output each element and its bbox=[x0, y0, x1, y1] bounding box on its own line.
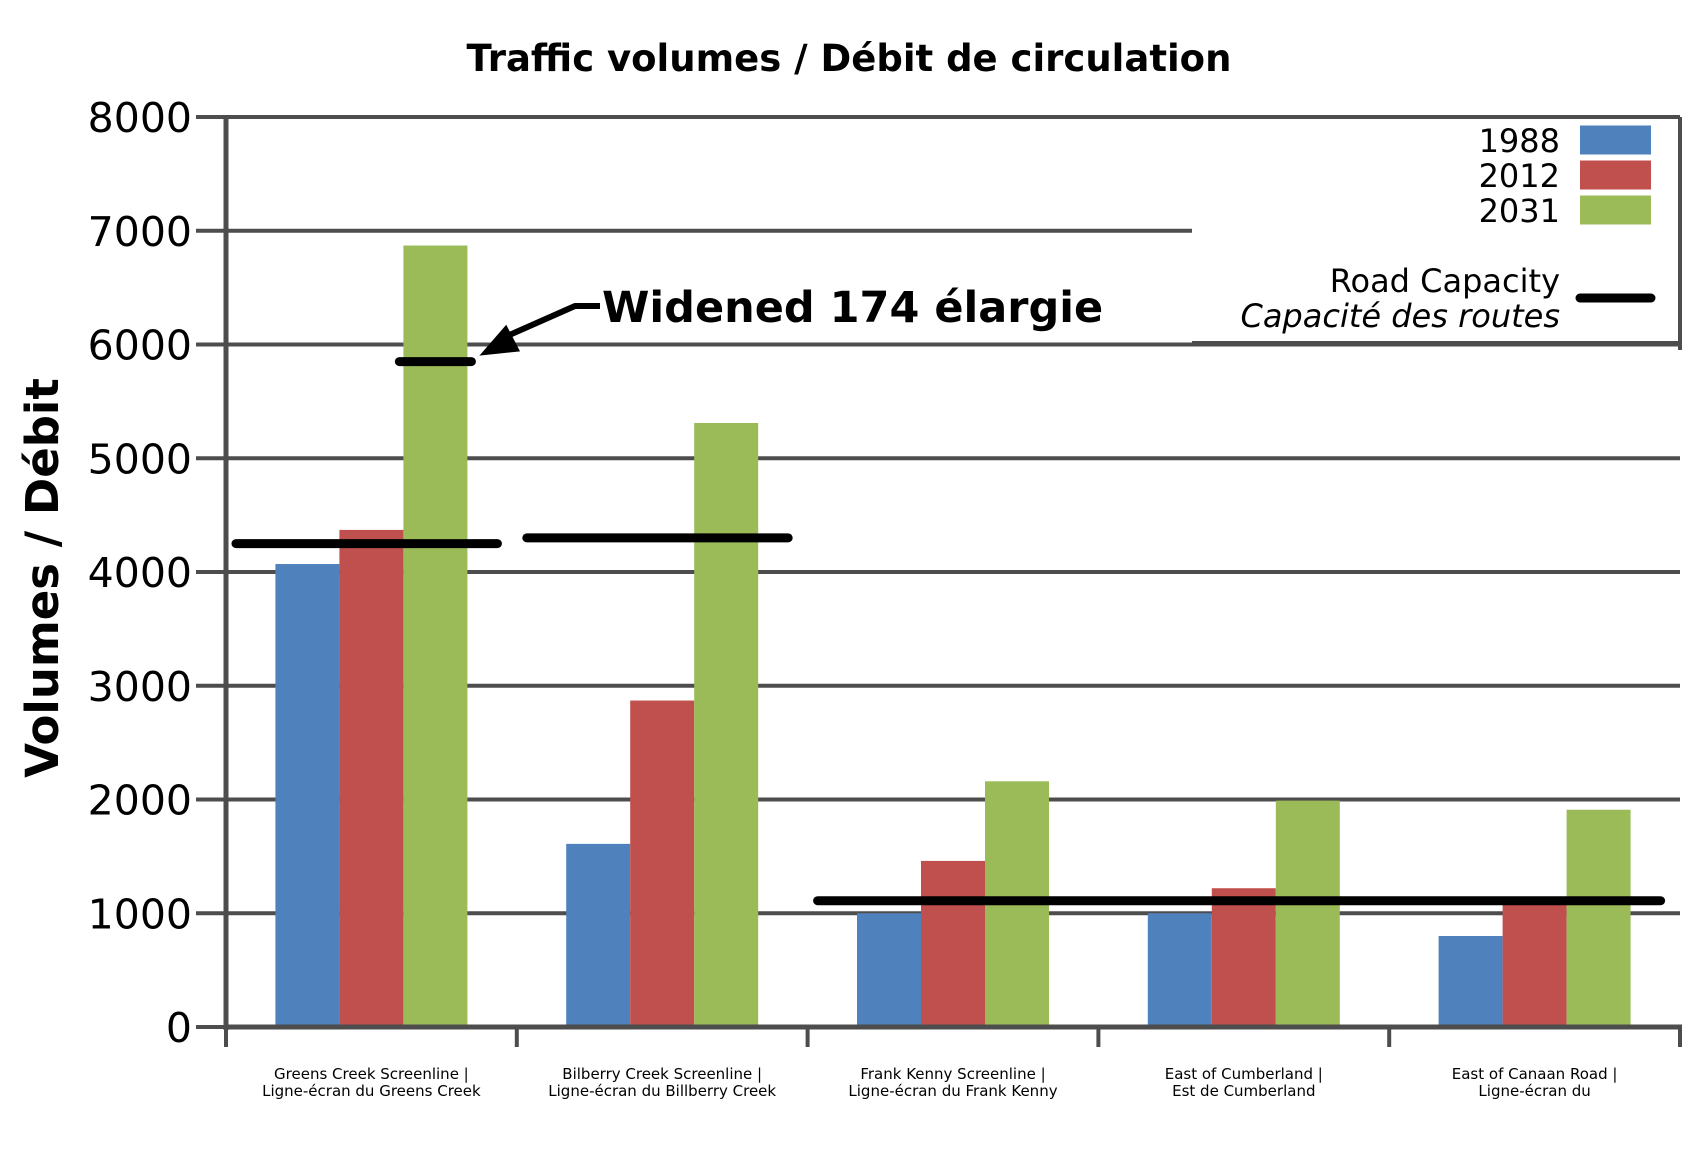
bar-1988-4 bbox=[1438, 936, 1503, 1027]
y-tick-label: 1000 bbox=[88, 890, 192, 938]
category-label: Frank Kenny Screenline | bbox=[860, 1065, 1045, 1083]
y-tick-label: 5000 bbox=[88, 435, 192, 483]
legend-swatch-2031 bbox=[1580, 195, 1651, 225]
legend-label-road-capacity: Road Capacity bbox=[1330, 262, 1560, 300]
legend-label-2012: 2012 bbox=[1479, 157, 1560, 195]
legend-swatch-1988 bbox=[1580, 125, 1651, 155]
road-capacity-lines bbox=[231, 357, 1666, 906]
category-label: Ligne-écran du Frank Kenny bbox=[848, 1082, 1057, 1100]
annotation-text: Widened 174 élargie bbox=[602, 283, 1103, 333]
axes bbox=[196, 115, 1682, 1047]
bar-2012-3 bbox=[1211, 888, 1276, 1027]
bar-1988-2 bbox=[857, 913, 921, 1027]
annotation-arrow-line bbox=[500, 303, 600, 342]
bar-1988-1 bbox=[566, 843, 631, 1027]
category-label: East of Canaan Road | bbox=[1452, 1065, 1618, 1083]
y-tick-label: 7000 bbox=[88, 208, 192, 256]
category-label: Bilberry Creek Screenline | bbox=[562, 1065, 762, 1083]
annotation: Widened 174 élargie bbox=[479, 283, 1103, 356]
y-tick-label: 3000 bbox=[88, 663, 192, 711]
bar-2012-4 bbox=[1502, 898, 1567, 1027]
category-label: Greens Creek Screenline | bbox=[274, 1065, 469, 1083]
y-axis-label: Volumes / Débit bbox=[16, 378, 69, 778]
legend-swatch-2012 bbox=[1580, 160, 1651, 190]
y-tick-label: 4000 bbox=[88, 549, 192, 597]
bar-2012-2 bbox=[921, 860, 985, 1027]
bar-1988-3 bbox=[1147, 913, 1212, 1027]
category-labels: Greens Creek Screenline |Ligne-écran du … bbox=[262, 1065, 1617, 1100]
y-tick-label: 2000 bbox=[88, 777, 192, 825]
bar-2031-4 bbox=[1566, 809, 1631, 1027]
bars bbox=[275, 245, 1631, 1028]
bar-2012-1 bbox=[630, 700, 695, 1027]
y-tick-label: 6000 bbox=[88, 322, 192, 370]
category-label: Ligne-écran du Greens Creek bbox=[262, 1082, 481, 1100]
category-label: Ligne-écran du bbox=[1478, 1082, 1590, 1100]
bar-2031-0 bbox=[403, 245, 468, 1028]
category-label: Ligne-écran du Billberry Creek bbox=[548, 1082, 776, 1100]
y-tick-labels: 0 1000 2000 3000 4000 5000 6000 7000 8000 bbox=[88, 94, 192, 1052]
bar-2031-3 bbox=[1275, 800, 1340, 1027]
y-tick-label: 8000 bbox=[88, 94, 192, 142]
y-tick-label: 0 bbox=[166, 1004, 192, 1052]
legend-label-1988: 1988 bbox=[1479, 122, 1560, 160]
bar-2012-0 bbox=[339, 529, 404, 1027]
category-label: Est de Cumberland bbox=[1172, 1082, 1315, 1100]
gridlines bbox=[226, 115, 1680, 916]
legend-label-road-capacity-fr: Capacité des routes bbox=[1240, 297, 1560, 335]
bar-1988-0 bbox=[275, 564, 340, 1027]
chart-title: Traffic volumes / Débit de circulation bbox=[467, 37, 1232, 80]
legend-label-2031: 2031 bbox=[1479, 192, 1560, 230]
bar-2031-1 bbox=[694, 422, 759, 1027]
annotation-arrowhead bbox=[479, 324, 521, 356]
category-label: East of Cumberland | bbox=[1165, 1065, 1323, 1083]
